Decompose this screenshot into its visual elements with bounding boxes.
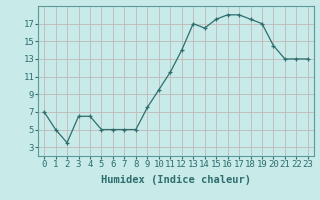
X-axis label: Humidex (Indice chaleur): Humidex (Indice chaleur) [101,175,251,185]
